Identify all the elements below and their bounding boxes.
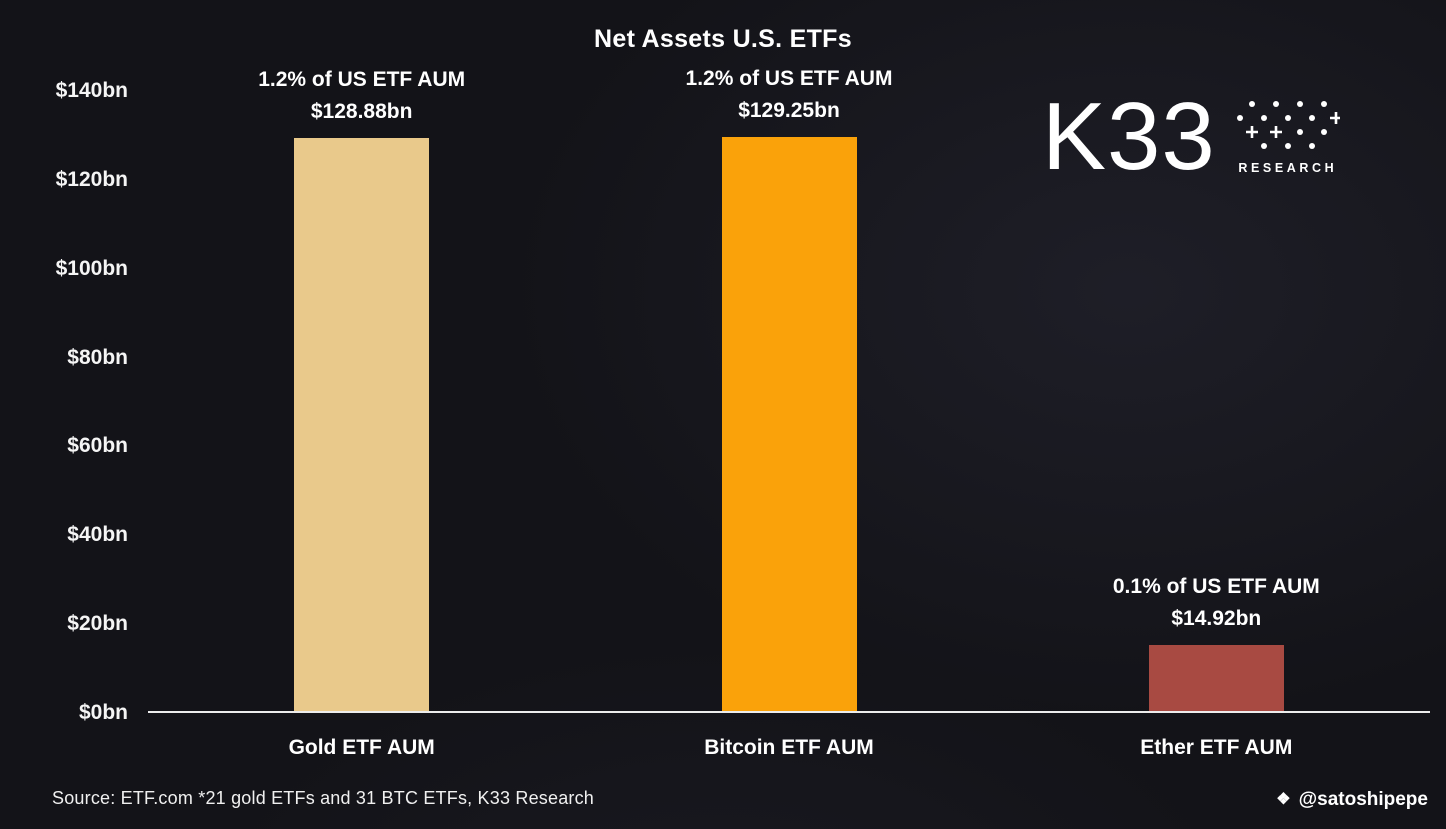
bar-annotation-share: 0.1% of US ETF AUM — [1112, 574, 1320, 598]
x-category-label: Ether ETF AUM — [1140, 736, 1293, 759]
y-tick-label: $120bn — [55, 167, 128, 191]
y-axis: $0bn $20bn $40bn $60bn $80bn $100bn $120bn $140… — [24, 79, 128, 724]
k33-logo-research-label: RESEARCH — [1238, 161, 1338, 175]
y-tick-label: $20bn — [67, 612, 128, 636]
k33-logo-mark-icon — [1236, 101, 1340, 149]
y-tick-label: $40bn — [67, 523, 128, 547]
credit-handle: @satoshipepe — [1298, 789, 1428, 810]
chart-title: Net Assets U.S. ETFs — [594, 25, 852, 53]
bar-annotation-value: $129.25bn — [738, 98, 840, 122]
bar-annotation-share: 1.2% of US ETF AUM — [258, 68, 466, 92]
k33-logo-text: K33 — [1042, 83, 1216, 191]
bar-annotation: 0.1% of US ETF AUM $14.92bn — [996, 571, 1436, 635]
x-category-label: Bitcoin ETF AUM — [704, 736, 874, 759]
k33-logo-right: RESEARCH — [1236, 98, 1340, 177]
diamond-icon: ❖ — [1276, 791, 1291, 808]
x-category-label: Gold ETF AUM — [288, 736, 435, 759]
bar-ether-etf-aum — [1148, 644, 1284, 711]
k33-logo: K33 RESEARCH — [1042, 83, 1340, 191]
y-tick-label: $60bn — [67, 434, 128, 458]
y-tick-label: $0bn — [78, 701, 128, 724]
y-tick-label: $140bn — [55, 79, 128, 102]
bar-annotation-share: 1.2% of US ETF AUM — [685, 66, 893, 90]
bar-bitcoin-etf-aum — [721, 136, 857, 711]
plot-area: 1.2% of US ETF AUM $128.88bn 1.2% of US ET… — [148, 67, 1430, 713]
x-axis-labels: Gold ETF AUM Bitcoin ETF AUM Ether ETF AUM — [148, 727, 1430, 760]
bar-annotation: 1.2% of US ETF AUM $129.25bn — [569, 63, 1009, 127]
y-tick-label: $100bn — [55, 256, 128, 280]
credit: ❖ @satoshipepe — [1276, 789, 1428, 811]
bar-annotation-value: $14.92bn — [1171, 606, 1262, 630]
bar-annotation-value: $128.88bn — [310, 100, 413, 124]
source-note: Source: ETF.com *21 gold ETFs and 31 BTC… — [52, 788, 595, 808]
bar-annotation: 1.2% of US ETF AUM $128.88bn — [142, 64, 582, 128]
y-tick-label: $80bn — [67, 345, 128, 369]
bar-gold-etf-aum — [294, 138, 430, 711]
